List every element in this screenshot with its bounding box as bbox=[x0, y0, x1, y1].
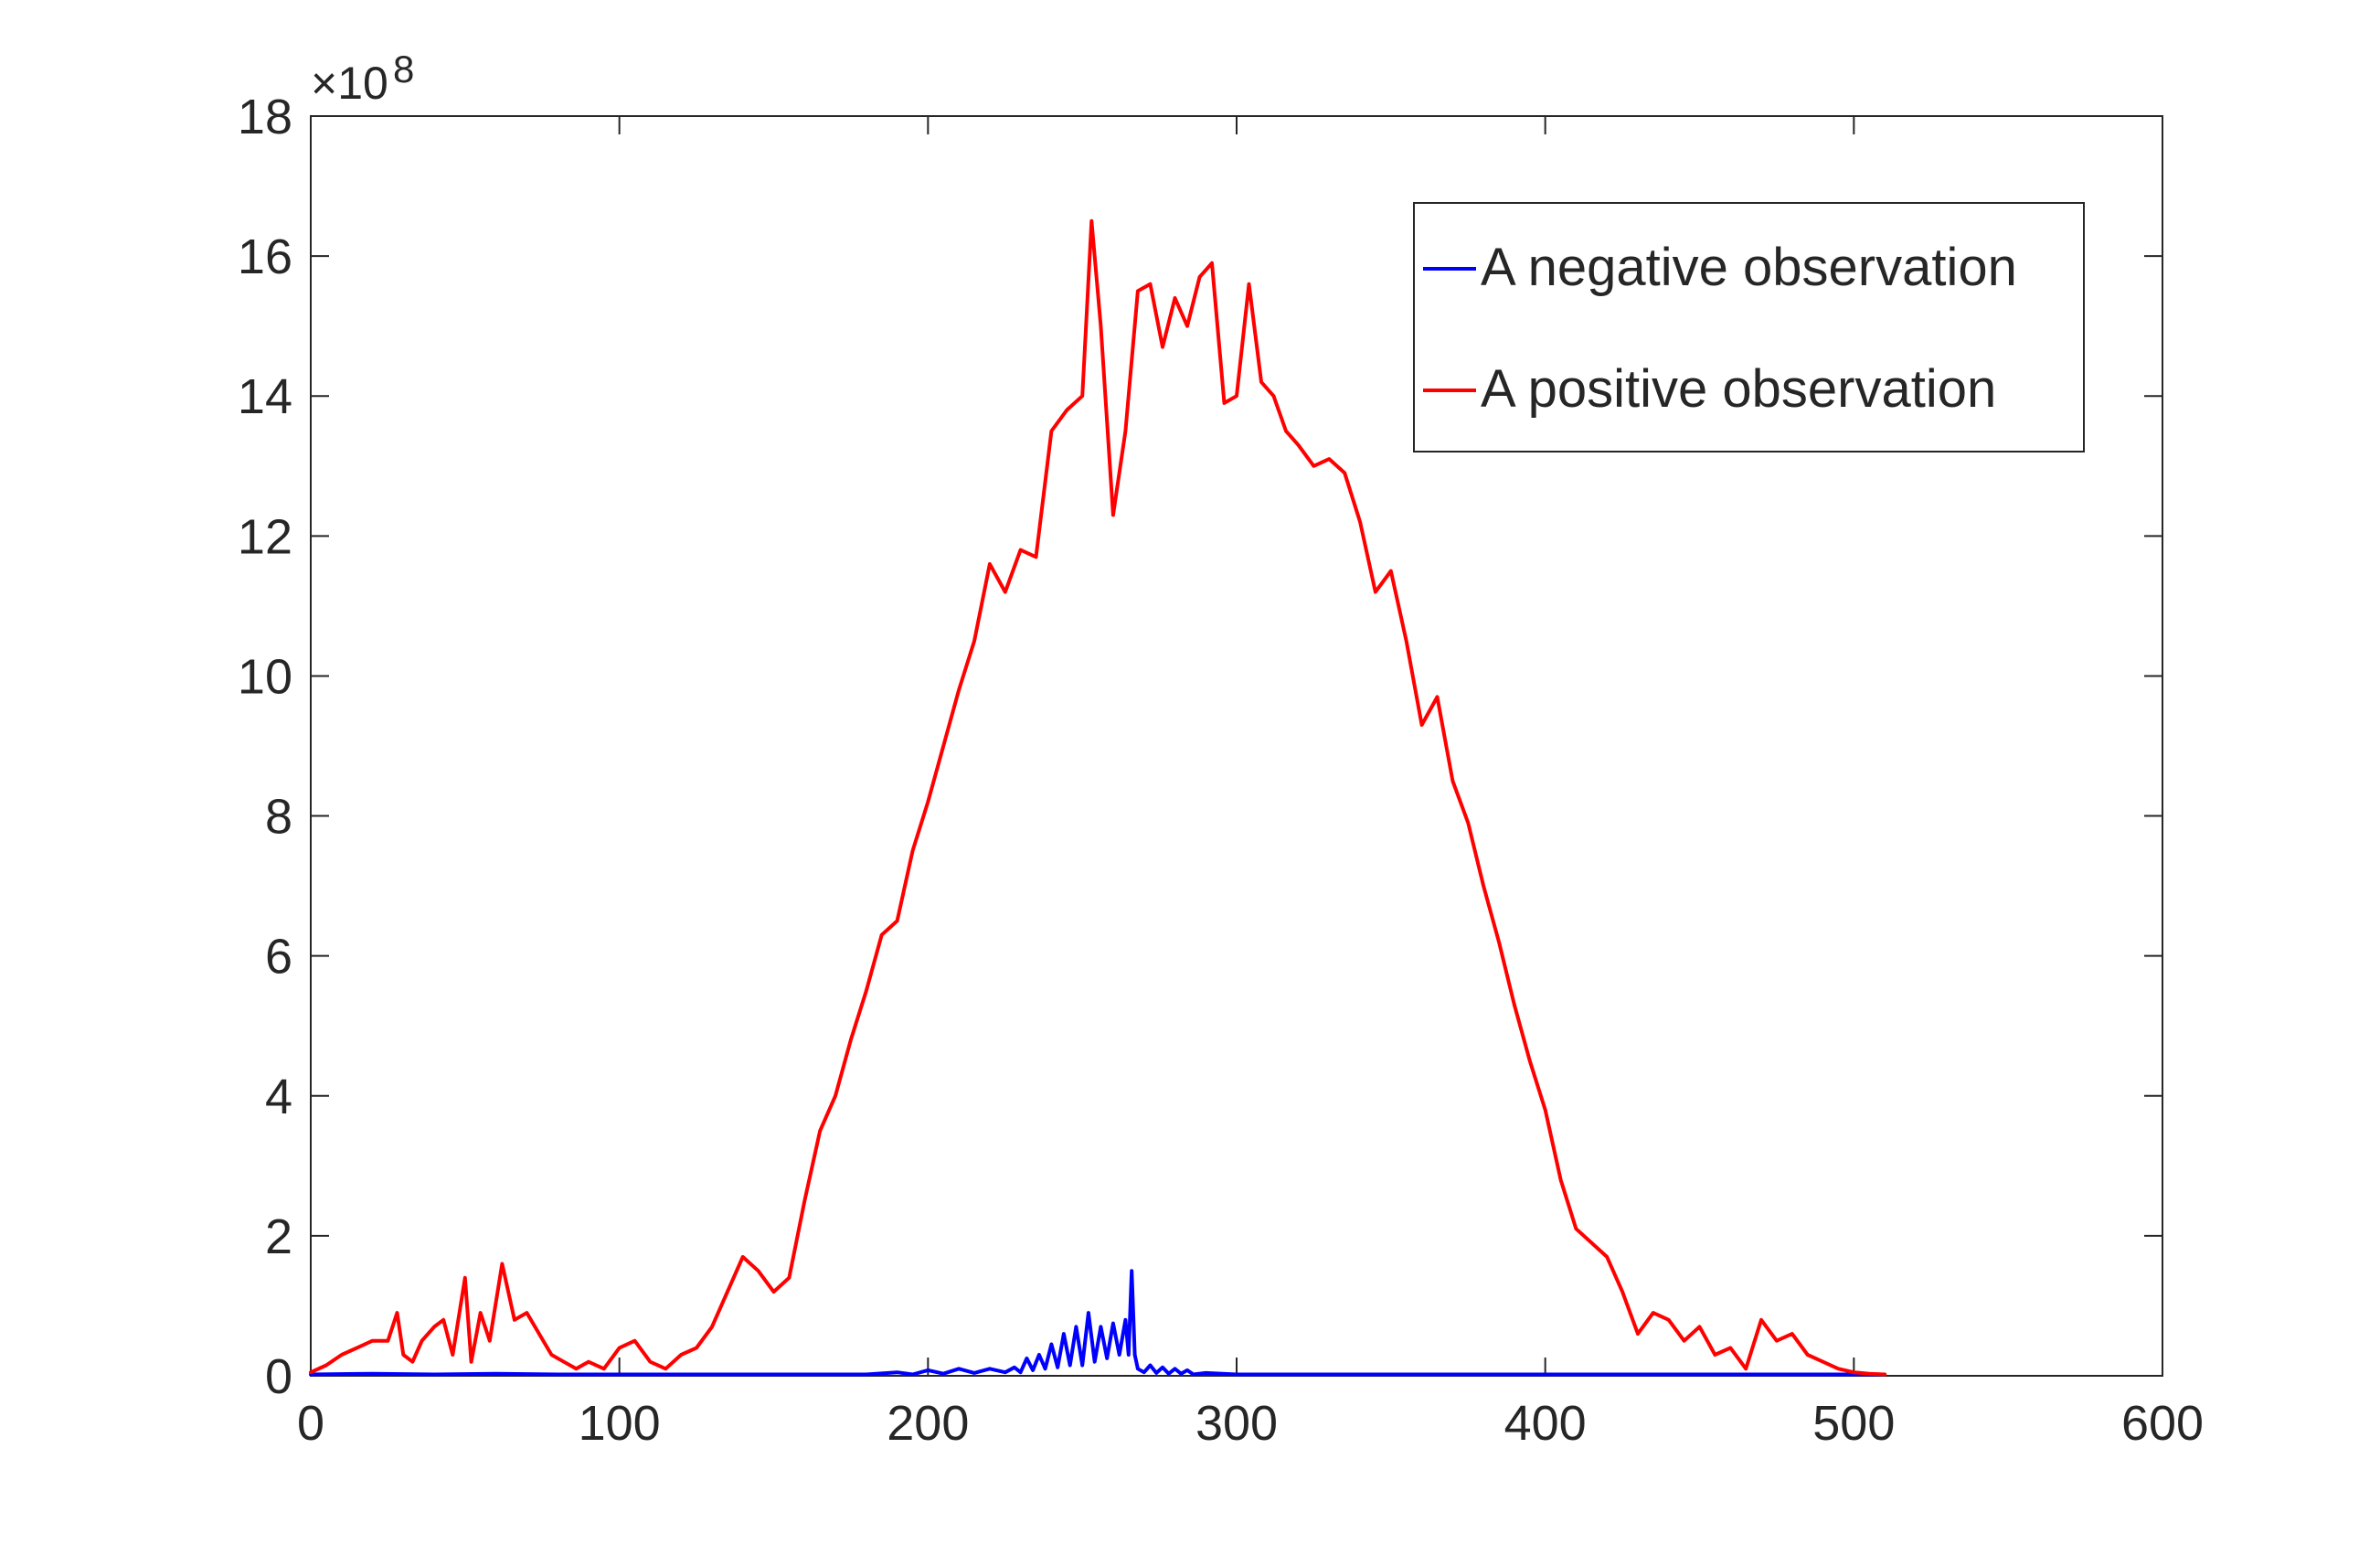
y-tick-label: 10 bbox=[238, 649, 292, 704]
x-tick-label: 500 bbox=[1812, 1396, 1895, 1451]
y-tick-label: 16 bbox=[238, 229, 292, 284]
x-tick-label: 200 bbox=[887, 1396, 969, 1451]
y-tick-label: 6 bbox=[265, 930, 292, 985]
series-line-negative bbox=[309, 1269, 1887, 1377]
legend-label-positive: A positive observation bbox=[1481, 359, 1996, 419]
y-tick-label: 12 bbox=[238, 509, 292, 564]
x-tick-label: 600 bbox=[2121, 1396, 2204, 1451]
x-tick-label: 100 bbox=[579, 1396, 661, 1451]
y-multiplier-exponent: 8 bbox=[393, 48, 414, 91]
series-lines bbox=[309, 218, 1887, 1377]
y-tick-label: 14 bbox=[238, 369, 292, 424]
x-tick-label: 0 bbox=[297, 1396, 324, 1451]
y-tick-label: 2 bbox=[265, 1209, 292, 1264]
legend: A negative observation A positive observ… bbox=[1413, 202, 2085, 453]
y-multiplier: ×10 8 bbox=[311, 48, 414, 109]
y-tick-label: 4 bbox=[265, 1070, 292, 1124]
y-tick-label: 8 bbox=[265, 790, 292, 845]
axis-ticks: 0 100 200 300 400 500 600 0 2 4 6 8 10 12 14 16 18 bbox=[238, 90, 2204, 1451]
x-tick-label: 400 bbox=[1504, 1396, 1587, 1451]
y-multiplier-label: ×10 bbox=[311, 58, 388, 109]
y-tick-label: 0 bbox=[265, 1349, 292, 1404]
x-tick-label: 300 bbox=[1195, 1396, 1278, 1451]
legend-label-negative: A negative observation bbox=[1481, 238, 2017, 297]
y-tick-label: 18 bbox=[238, 90, 292, 144]
series-line-positive bbox=[309, 218, 1887, 1377]
legend-box bbox=[1413, 202, 2085, 453]
